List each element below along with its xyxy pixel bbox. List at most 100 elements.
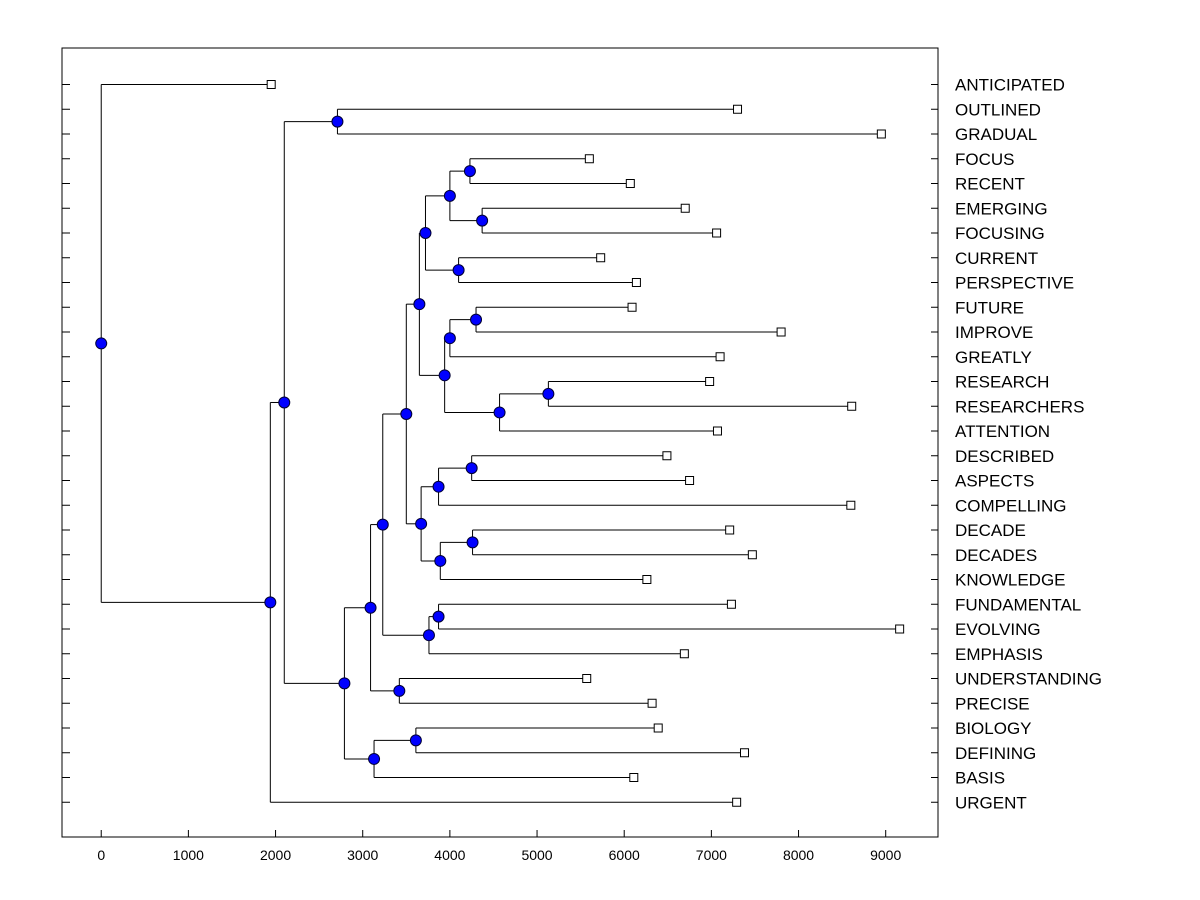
leaf-label: CURRENT [955, 249, 1038, 268]
merge-node [376, 518, 389, 531]
leaf-label: DESCRIBED [955, 447, 1054, 466]
leaf-label: OUTLINED [955, 100, 1041, 119]
merge-node [393, 684, 406, 697]
leaf-label: ASPECTS [955, 472, 1034, 491]
x-axis: 0 1000 2000 3000 4000 5000 6000 7000 8000 9000 [97, 830, 901, 863]
leaf-marker [847, 401, 857, 411]
merge-node [443, 332, 456, 345]
leaf-marker [653, 723, 663, 733]
merge-node [419, 227, 432, 239]
leaf-marker [725, 525, 735, 535]
leaf-label: PERSPECTIVE [955, 274, 1074, 293]
merge-node [438, 369, 451, 382]
merge-node [465, 462, 478, 475]
leaf-label: FOCUS [955, 150, 1015, 169]
leaf-label: EMPHASIS [955, 645, 1043, 664]
leaf-marker [726, 599, 736, 609]
merge-node [542, 387, 555, 400]
leaf-label: BIOLOGY [955, 719, 1032, 738]
merge-node [422, 629, 435, 642]
leaf-marker [712, 426, 722, 436]
merge-node [443, 189, 456, 202]
leaf-marker [679, 649, 689, 659]
merge-node [264, 596, 277, 609]
leaf-label: URGENT [955, 793, 1027, 812]
leaf-marker [732, 797, 742, 807]
leaf-label: ATTENTION [955, 422, 1050, 441]
leaf-label: DEFINING [955, 744, 1036, 763]
x-tick-label: 1000 [173, 847, 204, 863]
leaf-markers [266, 80, 905, 807]
leaf-marker [680, 203, 690, 213]
merge-node [95, 337, 108, 350]
leaf-label: IMPROVE [955, 323, 1033, 342]
leaf-marker [266, 80, 276, 89]
leaf-marker [747, 550, 757, 560]
leaf-marker [582, 674, 592, 683]
leaf-marker [685, 476, 695, 485]
leaf-marker [705, 377, 715, 386]
merge-node [493, 406, 506, 419]
leaf-label: DECADE [955, 521, 1026, 540]
leaf-marker [776, 327, 786, 337]
leaf-labels: ANTICIPATED OUTLINED GRADUAL FOCUS RECENT EME… [955, 76, 1102, 813]
merge-node-markers [95, 115, 555, 765]
merge-node [400, 407, 413, 420]
x-tick-label: 9000 [870, 847, 901, 863]
leaf-marker [627, 302, 637, 312]
leaf-marker [642, 575, 652, 584]
leaf-label: PRECISE [955, 694, 1030, 713]
left-tick-marks [62, 84, 938, 803]
x-tick-label: 6000 [609, 847, 640, 863]
leaf-marker [625, 179, 635, 188]
leaf-label: EMERGING [955, 199, 1048, 218]
x-tick-label: 7000 [696, 847, 727, 863]
plot-frame [61, 47, 939, 838]
leaf-label: FOCUSING [955, 224, 1045, 243]
x-tick-label: 2000 [260, 847, 291, 863]
merge-node [452, 264, 465, 277]
leaf-marker [596, 253, 606, 263]
leaf-label: RESEARCH [955, 373, 1049, 392]
merge-node [331, 115, 344, 128]
leaf-marker [739, 748, 749, 758]
merge-node [338, 677, 351, 690]
leaf-marker [662, 451, 672, 461]
x-tick-label: 3000 [347, 847, 378, 863]
merge-node [278, 396, 291, 409]
leaf-label: GRADUAL [955, 125, 1037, 144]
merge-node [432, 480, 445, 493]
leaf-label: DECADES [955, 546, 1037, 565]
leaf-marker [629, 773, 639, 782]
x-tick-label: 8000 [783, 847, 814, 863]
merge-node [368, 752, 381, 765]
leaf-label: ANTICIPATED [955, 76, 1065, 95]
merge-node [466, 536, 479, 549]
x-tick-label: 0 [97, 847, 105, 863]
x-tick-label: 4000 [434, 847, 465, 863]
leaf-label: UNDERSTANDING [955, 670, 1102, 689]
merge-node [409, 734, 422, 747]
leaf-label: RECENT [955, 175, 1025, 194]
leaf-label: KNOWLEDGE [955, 571, 1066, 590]
leaf-label: COMPELLING [955, 496, 1066, 515]
leaf-label: FUTURE [955, 298, 1024, 317]
leaf-label: RESEARCHERS [955, 397, 1084, 416]
leaf-marker [876, 129, 886, 139]
merge-node [364, 601, 377, 614]
leaf-marker [631, 278, 641, 287]
merge-node [413, 298, 426, 311]
merge-node [432, 610, 445, 623]
leaf-marker [715, 352, 725, 362]
merge-node [463, 165, 476, 178]
leaf-marker [712, 228, 722, 238]
leaf-label: BASIS [955, 769, 1005, 788]
leaf-marker [895, 624, 905, 634]
leaf-marker [846, 500, 856, 510]
x-tick-label: 5000 [521, 847, 552, 863]
leaf-marker [647, 698, 657, 708]
leaf-marker [733, 104, 743, 114]
merge-node [434, 554, 447, 567]
leaf-label: EVOLVING [955, 620, 1041, 639]
